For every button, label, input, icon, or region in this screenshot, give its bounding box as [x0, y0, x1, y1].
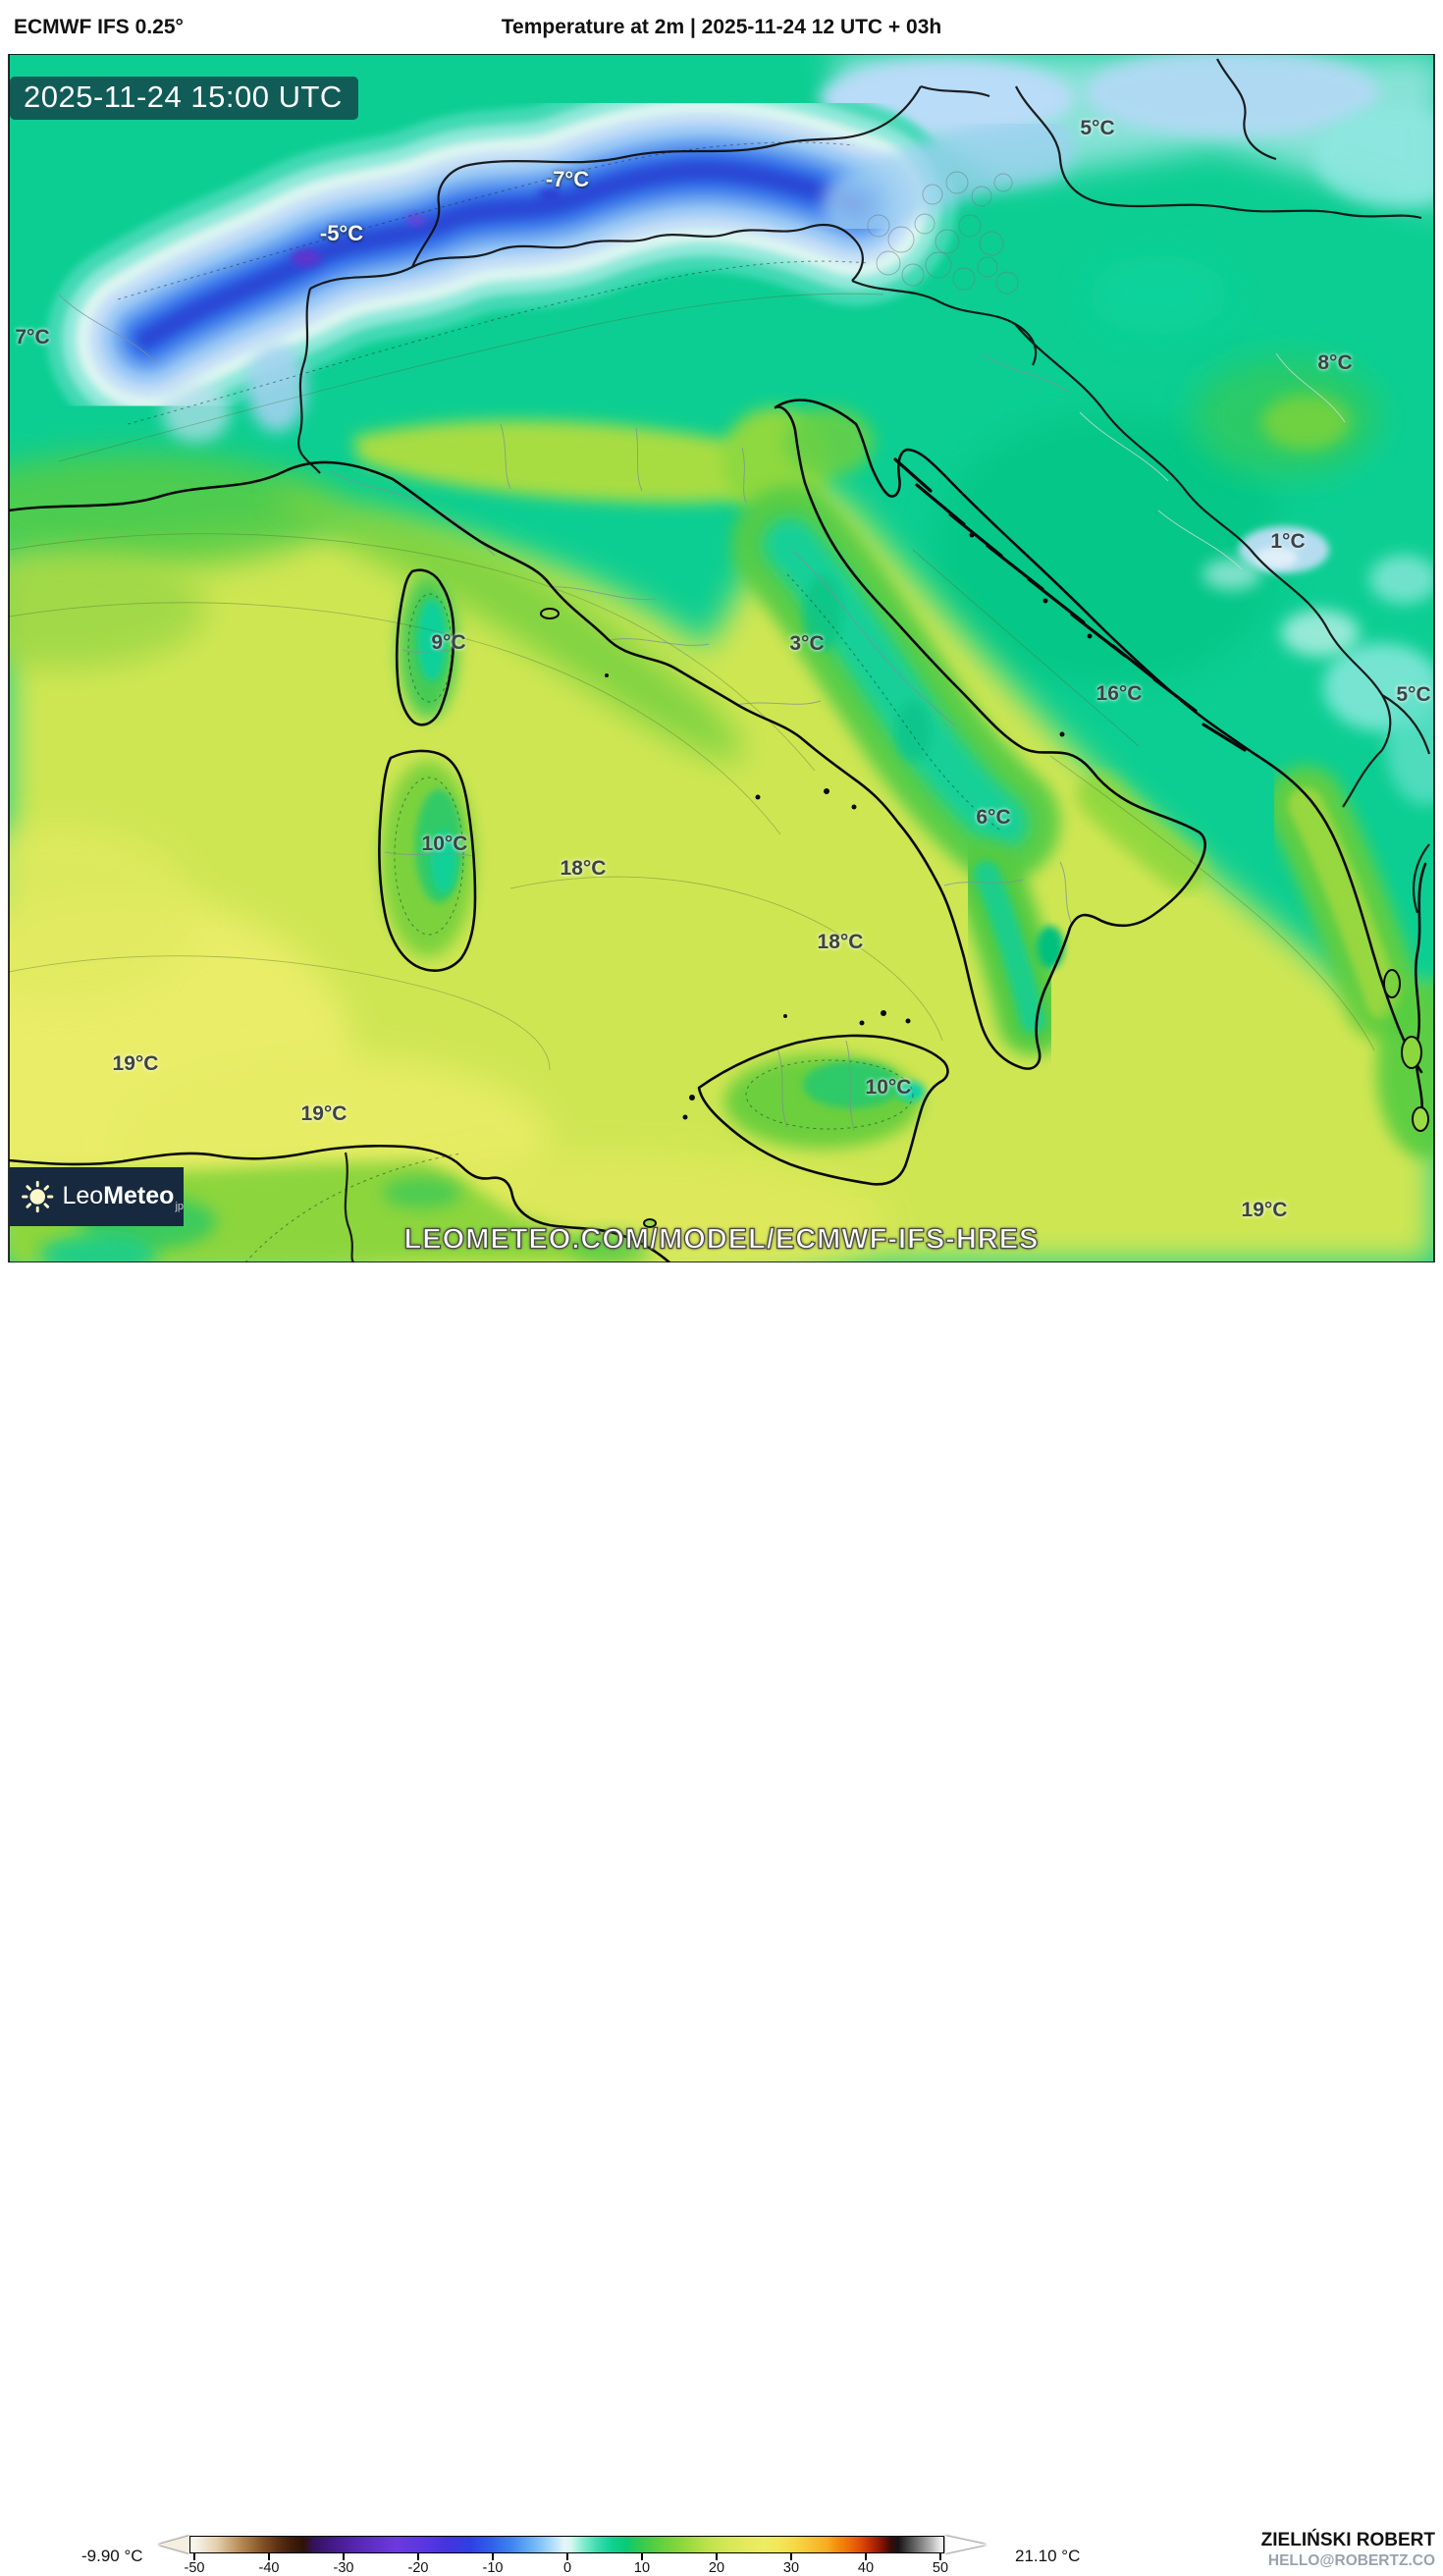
colorbar [189, 2536, 944, 2553]
colorbar-tick-label: -10 [482, 2560, 504, 2576]
temperature-label: 6°C [976, 806, 1011, 829]
model-name: ECMWF IFS 0.25° [14, 16, 184, 38]
colorbar-tick-label: 40 [857, 2560, 875, 2576]
logo-wordmark: LeoMeteojp [62, 1182, 184, 1212]
credit-email[interactable]: HELLO@ROBERTZ.CO [1267, 2552, 1435, 2569]
alps-cold-band [46, 70, 957, 440]
contour-lines [9, 293, 1375, 1071]
dashed-contours [117, 141, 1000, 1262]
temperature-label: 19°C [300, 1102, 347, 1125]
colorbar-tick-label: 0 [562, 2560, 572, 2576]
regional-borders [58, 294, 1073, 1132]
temperature-label: -5°C [319, 221, 364, 245]
header-bar: ECMWF IFS 0.25° Temperature at 2m | 2025… [0, 0, 1443, 54]
colorbar-tick-label: 20 [708, 2560, 725, 2576]
temperature-label: 19°C [112, 1052, 159, 1075]
temperature-label: 19°C [1241, 1199, 1288, 1221]
colorbar-left-arrow [158, 2536, 189, 2553]
municipal-mesh [867, 171, 1019, 295]
colorbar-tick-label: 10 [633, 2560, 651, 2576]
temperature-label: 7°C [15, 326, 50, 349]
temperature-label: 8°C [1317, 351, 1353, 374]
colorbar-tick-mark [193, 2553, 195, 2560]
colorbar-tick-mark [716, 2553, 718, 2560]
national-borders [296, 58, 1431, 1262]
temperature-label: 10°C [865, 1076, 912, 1099]
colorbar-tick-label: 50 [932, 2560, 949, 2576]
weather-map-canvas [8, 53, 1435, 1263]
valid-time-text: 2025-11-24 15:00 UTC [24, 80, 343, 114]
balkan-light-borders [1079, 352, 1346, 570]
croatian-islands [893, 457, 1247, 752]
colorbar-right-arrow [945, 2536, 987, 2553]
colorbar-max-value: 21.10 °C [1015, 2547, 1081, 2565]
temperature-label: 18°C [817, 931, 864, 953]
coastlines [9, 399, 1427, 1262]
colorbar-tick-mark [865, 2553, 867, 2560]
colorbar-tick-mark [268, 2553, 270, 2560]
colorbar-tick-mark [492, 2553, 494, 2560]
temperature-label: 10°C [421, 832, 468, 855]
leometeo-logo[interactable]: LeoMeteojp [9, 1167, 184, 1226]
watermark: LEOMETEO.COM/MODEL/ECMWF-IFS-HRES [403, 1223, 1040, 1256]
colorbar-tick-label: -50 [184, 2560, 205, 2576]
temperature-label: 1°C [1270, 530, 1306, 553]
temperature-label: 5°C [1080, 117, 1115, 139]
footer-bar: -9.90 °C -50 -40 -30 -20 -10 0 10 20 30 40 50 21.1… [0, 1262, 1443, 2576]
colorbar-tick-label: -30 [333, 2560, 354, 2576]
weather-map: 5°C -7°C -5°C 7°C 8°C 1°C 9°C 3°C 16°C 5°C 6°C 10°C… [8, 53, 1435, 1263]
small-islands [540, 532, 1429, 1228]
page-title: Temperature at 2m | 2025-11-24 12 UTC + … [501, 16, 942, 38]
colorbar-tick-mark [939, 2553, 941, 2560]
logo-part1: Leo [62, 1181, 104, 1209]
colorbar-tick-mark [790, 2553, 792, 2560]
temperature-label: 3°C [789, 632, 825, 655]
colorbar-tick-mark [343, 2553, 345, 2560]
colorbar-tick-mark [417, 2553, 419, 2560]
colorbar-tick-label: -40 [258, 2560, 280, 2576]
colorbar-min-value: -9.90 °C [81, 2547, 143, 2565]
temperature-label: 5°C [1396, 683, 1431, 706]
credit-name: ZIELIŃSKI ROBERT [1260, 2530, 1435, 2550]
temperature-label: -7°C [545, 167, 590, 191]
logo-part2: Meteo [103, 1181, 175, 1209]
valid-time-chip: 2025-11-24 15:00 UTC [10, 77, 358, 120]
colorbar-tick-mark [566, 2553, 568, 2560]
temperature-label: 18°C [560, 857, 607, 880]
sun-icon [22, 1180, 54, 1213]
temperature-label: 9°C [431, 631, 466, 654]
colorbar-tick-label: -20 [407, 2560, 429, 2576]
logo-suffix: jp [175, 1200, 184, 1212]
colorbar-tick-mark [641, 2553, 643, 2560]
temperature-label: 16°C [1096, 682, 1143, 705]
colorbar-tick-label: 30 [782, 2560, 800, 2576]
